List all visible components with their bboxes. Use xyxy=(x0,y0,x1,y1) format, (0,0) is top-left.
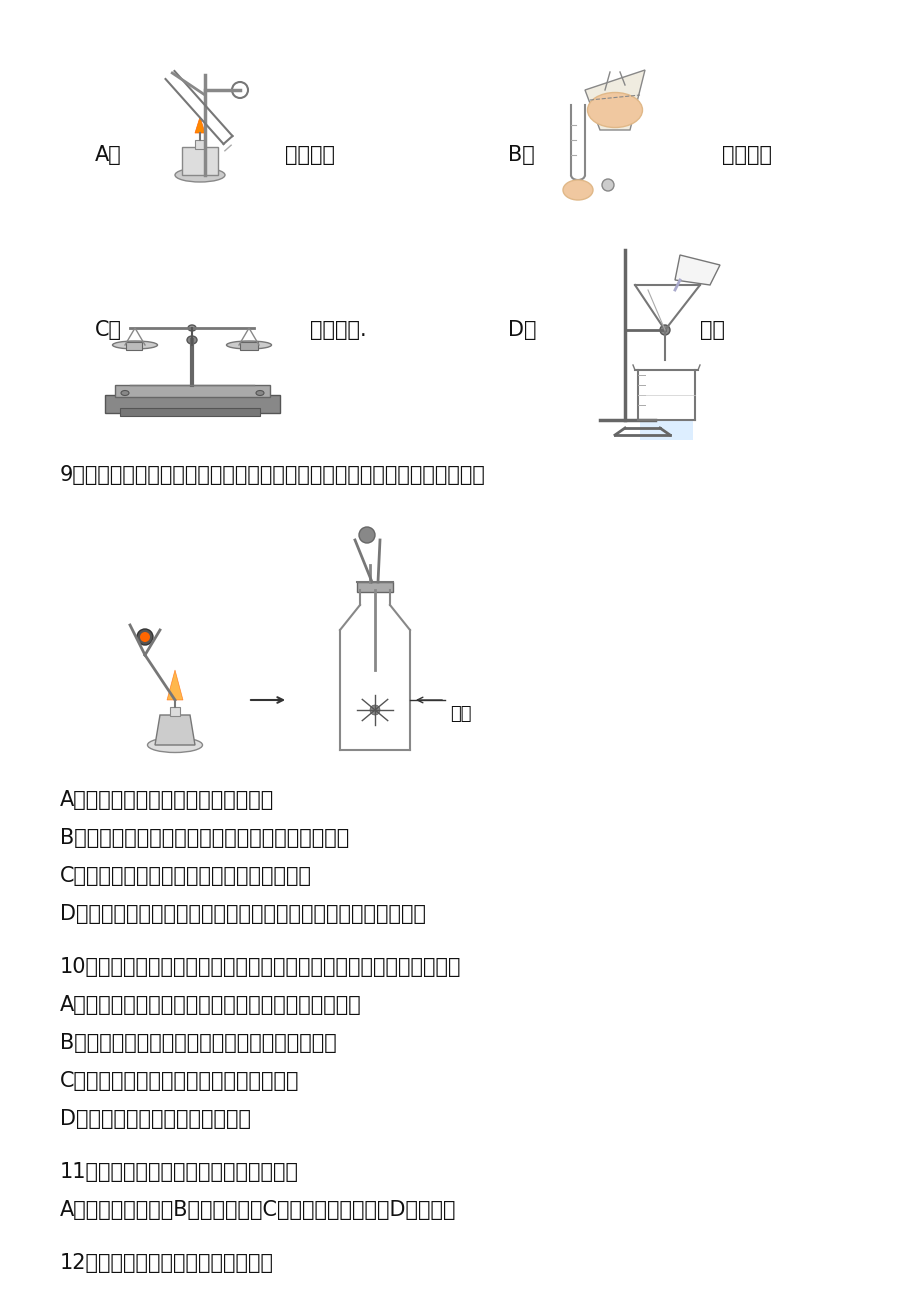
Text: 倾倒液体: 倾倒液体 xyxy=(721,145,771,165)
Text: 10．水是生产之要、生态之基、生命之源，下列有关水的说法正确的是: 10．水是生产之要、生态之基、生命之源，下列有关水的说法正确的是 xyxy=(60,957,461,976)
Ellipse shape xyxy=(587,92,641,128)
Bar xyxy=(105,395,279,413)
Text: 11．下列物质，属于纯净物的是（　　）: 11．下列物质，属于纯净物的是（ ） xyxy=(60,1161,299,1182)
Ellipse shape xyxy=(601,178,613,191)
Polygon shape xyxy=(195,117,205,133)
Polygon shape xyxy=(154,715,195,745)
Text: C．说明氧气的浓度越大，木炭的燃烧越剧烈: C．说明氧气的浓度越大，木炭的燃烧越剧烈 xyxy=(60,866,312,885)
Polygon shape xyxy=(675,255,720,285)
Text: B．能确定木炭在氧气中燃烧生成的气体是二氧化碳: B．能确定木炭在氧气中燃烧生成的气体是二氧化碳 xyxy=(60,828,349,848)
Bar xyxy=(126,342,142,350)
Text: A．洁净的空气　　B．自来水　　C．液态二氧化碳　　D．矿泉水: A．洁净的空气 B．自来水 C．液态二氧化碳 D．矿泉水 xyxy=(60,1200,456,1220)
Text: B．河水经过沉淀、过滤、吸附后，可以得到纯水: B．河水经过沉淀、过滤、吸附后，可以得到纯水 xyxy=(60,1032,336,1053)
Text: A．地球上的淡水资源非常丰富，取之不尽，用之不竭: A．地球上的淡水资源非常丰富，取之不尽，用之不竭 xyxy=(60,995,361,1016)
Text: A．: A． xyxy=(95,145,121,165)
Bar xyxy=(357,582,392,592)
Ellipse shape xyxy=(175,168,225,182)
Bar xyxy=(195,141,205,148)
Circle shape xyxy=(659,326,669,335)
Text: 过滤: 过滤 xyxy=(699,320,724,340)
Ellipse shape xyxy=(147,737,202,753)
Circle shape xyxy=(137,629,153,644)
Bar xyxy=(640,421,692,440)
Text: 12．下列实验操作正确的是（　　）: 12．下列实验操作正确的是（ ） xyxy=(60,1253,274,1273)
Circle shape xyxy=(369,704,380,715)
Text: B．: B． xyxy=(507,145,534,165)
Ellipse shape xyxy=(187,326,196,331)
Bar xyxy=(240,342,257,350)
Text: C．: C． xyxy=(95,320,122,340)
Ellipse shape xyxy=(562,180,593,201)
Text: D．用肥皂水可以检验硬水和软水: D．用肥皂水可以检验硬水和软水 xyxy=(60,1109,251,1129)
Text: 加热液体: 加热液体 xyxy=(285,145,335,165)
Bar xyxy=(119,408,260,417)
Text: 称量固体.: 称量固体. xyxy=(310,320,367,340)
Bar xyxy=(182,147,218,174)
Bar xyxy=(115,385,269,397)
Ellipse shape xyxy=(112,341,157,349)
Polygon shape xyxy=(167,671,183,700)
Circle shape xyxy=(140,631,150,642)
Text: 氧气: 氧气 xyxy=(449,704,471,723)
Ellipse shape xyxy=(255,391,264,396)
Ellipse shape xyxy=(121,391,129,396)
Text: D．: D． xyxy=(507,320,536,340)
Circle shape xyxy=(358,527,375,543)
Text: C．为了保护水资源，禁止使用农药和化肥: C．为了保护水资源，禁止使用农药和化肥 xyxy=(60,1072,300,1091)
Text: D．说明所有的物质在空气中燃烧和在氧气中燃烧的现象都不相同: D．说明所有的物质在空气中燃烧和在氧气中燃烧的现象都不相同 xyxy=(60,904,425,924)
Text: 9．关于木炭在空气和氧气中燃烧的对比实验如下图所示，下列说法正确的是: 9．关于木炭在空气和氧气中燃烧的对比实验如下图所示，下列说法正确的是 xyxy=(60,465,485,486)
Bar xyxy=(170,707,180,716)
Polygon shape xyxy=(584,70,644,130)
Ellipse shape xyxy=(187,336,197,344)
Ellipse shape xyxy=(226,341,271,349)
Text: A．木炭在空气中燃烧发出耀眼的白光: A．木炭在空气中燃烧发出耀眼的白光 xyxy=(60,790,274,810)
